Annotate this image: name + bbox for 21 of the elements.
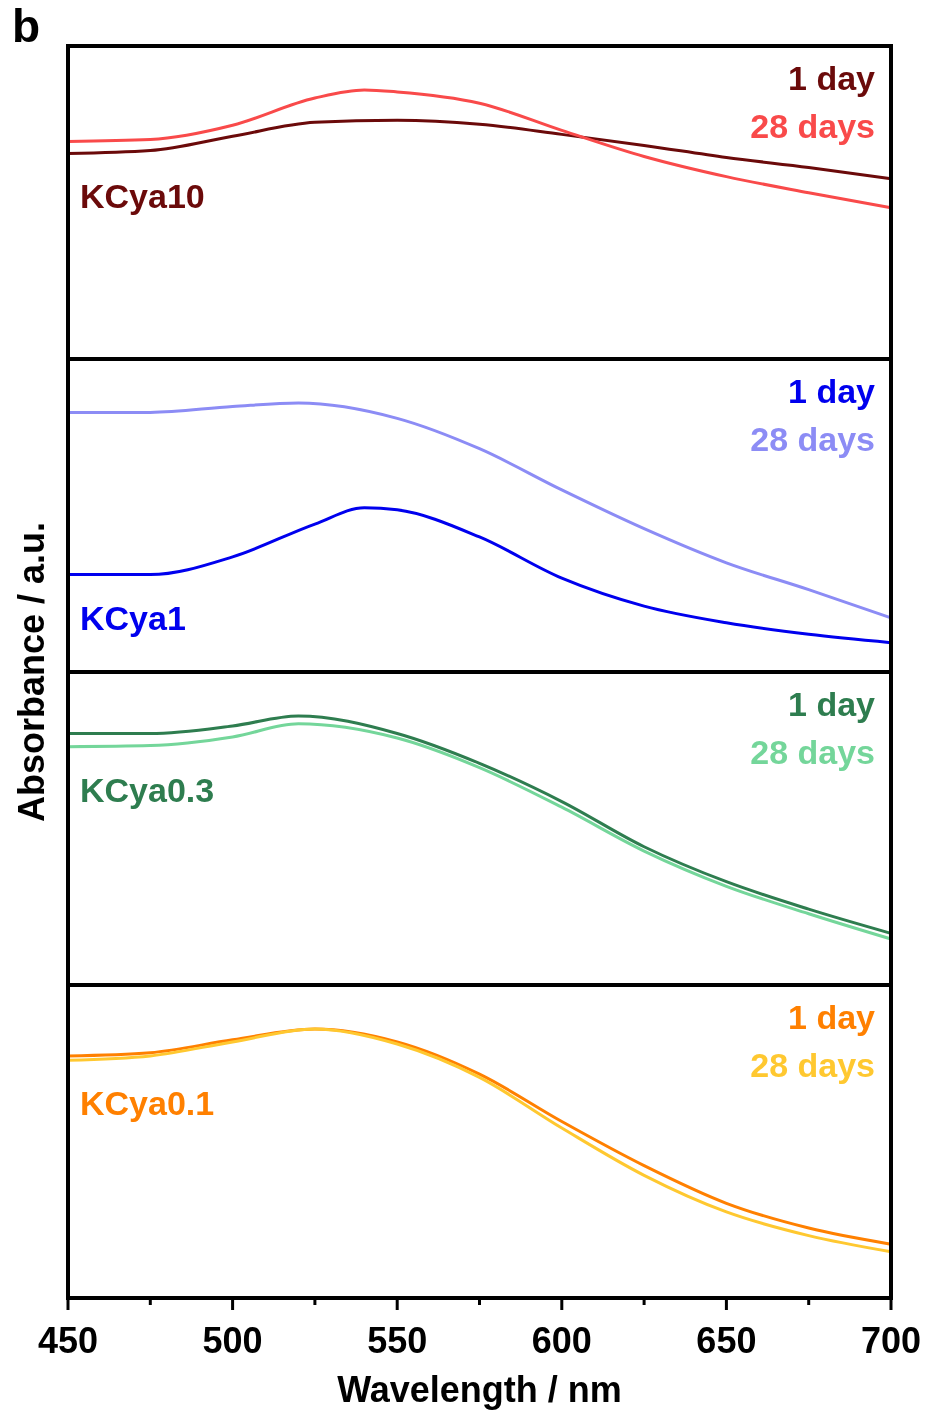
text: 28 days (750, 1046, 875, 1084)
x-tick-label: 600 (531, 1320, 592, 1361)
x-tick-label: 450 (37, 1320, 99, 1361)
chart-title: b (12, 0, 41, 52)
x-tick-label: 550 (367, 1320, 428, 1361)
x-tick-label: 500 (202, 1320, 263, 1361)
text: 28 days (750, 420, 875, 458)
annotation: KCya0.3 (80, 770, 215, 809)
x-tick-label: 650 (696, 1320, 757, 1361)
annotation: KCya1 (80, 598, 186, 637)
text: 1 day (788, 685, 876, 723)
text: 1 day (788, 372, 876, 410)
y-axis-title: Absorbance / a.u. (11, 521, 52, 823)
text: 1 day (788, 998, 876, 1036)
x-axis-title: Wavelength / nm (337, 1369, 622, 1410)
series-label: 1 day (788, 59, 876, 97)
annotation: KCya0.1 (80, 1084, 215, 1123)
text: 28 days (750, 733, 875, 771)
x-tick-label: 700 (860, 1320, 922, 1361)
series-label: 28 days (750, 107, 875, 145)
annotation: KCya10 (80, 177, 205, 216)
